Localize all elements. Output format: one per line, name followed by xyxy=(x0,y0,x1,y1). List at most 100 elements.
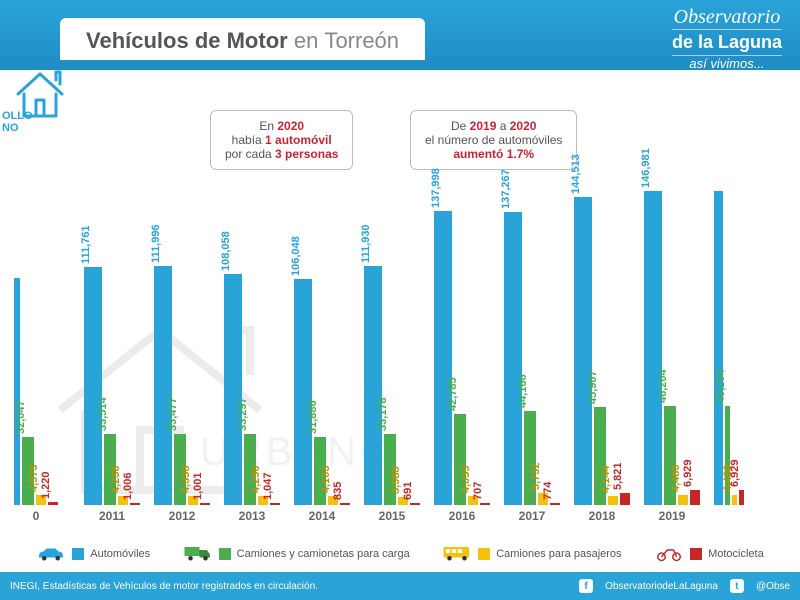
bar-label: 44,166 xyxy=(517,374,529,411)
bar-label: 106,048 xyxy=(290,236,302,279)
bar-label: 691 xyxy=(402,482,414,503)
bar-label: 144,513 xyxy=(570,154,582,197)
year-group: 108,05833,2974,2961,0472013 xyxy=(224,274,280,505)
year-label: 2019 xyxy=(644,509,700,523)
bar-auto xyxy=(14,278,20,505)
year-label: 2018 xyxy=(574,509,630,523)
legend-item: Camiones para pasajeros xyxy=(442,544,621,564)
bar-label: 108,058 xyxy=(220,232,232,275)
twitter-icon: t xyxy=(730,579,744,593)
bar-moto: 691 xyxy=(410,503,420,505)
bar-label: 1,006 xyxy=(122,472,134,503)
brand-line2: de la Laguna xyxy=(672,29,782,56)
legend-label: Motocicleta xyxy=(708,548,764,560)
year-group: 111,99633,4774,3381,0012012 xyxy=(154,266,210,505)
bar-label: 4,296 xyxy=(250,465,262,496)
bar-label: 31,886 xyxy=(307,400,319,437)
year-group: 137,26744,1665,7327742017 xyxy=(504,212,560,505)
footer-bar: INEGI, Estadísticas de Vehículos de moto… xyxy=(0,572,800,600)
bar-label: 4,035 xyxy=(460,466,472,497)
bar-label: 111,930 xyxy=(360,225,372,267)
year-group: 111,93033,1783,9886912015 xyxy=(364,266,420,505)
bar-label: 42,785 xyxy=(447,377,459,414)
truck-icon xyxy=(183,544,213,564)
bar-bus: 4,480 xyxy=(732,495,737,505)
bar-label: 46,204 xyxy=(715,370,727,407)
year-group: 146,98146,2044,4806,9292019 xyxy=(644,191,700,505)
bar-label: 5,732 xyxy=(530,462,542,493)
year-group: 146,98146,2044,4806,929 xyxy=(714,191,744,505)
year-label: 2011 xyxy=(84,509,140,523)
brand-block: Observatorio de la Laguna así vivimos... xyxy=(672,6,782,71)
callout-1: En 2020había 1 automóvilpor cada 3 perso… xyxy=(210,110,353,170)
bar-auto: 108,058 xyxy=(224,274,242,505)
bar-label: 4,236 xyxy=(110,465,122,496)
title-bold: Vehículos de Motor xyxy=(86,28,288,53)
bar-label: 774 xyxy=(542,482,554,503)
footer-tw: @Obse xyxy=(756,581,790,592)
bar-label: 1,220 xyxy=(40,472,52,503)
bar-label: 33,178 xyxy=(377,398,389,435)
title-box: Vehículos de Motor en Torreón xyxy=(60,18,425,60)
bar-label: 707 xyxy=(472,482,484,503)
bar-auto: 137,267 xyxy=(504,212,522,505)
title-city: Torreón xyxy=(324,28,399,53)
bar-label: 1,047 xyxy=(262,472,274,503)
bar-moto: 774 xyxy=(550,503,560,505)
legend: Automóviles Camiones y camionetas para ca… xyxy=(20,544,780,564)
page-title: Vehículos de Motor en Torreón xyxy=(86,28,399,54)
bar-auto: 111,996 xyxy=(154,266,172,505)
legend-label: Camiones y camionetas para carga xyxy=(237,548,410,560)
bar-moto: 6,929 xyxy=(739,490,744,505)
bar-chart: 32,0474,5731,2200111,76133,5144,2361,006… xyxy=(6,178,794,505)
year-group: 111,76133,5144,2361,0062011 xyxy=(84,267,140,505)
legend-swatch xyxy=(690,548,702,560)
bar-label: 1,001 xyxy=(192,472,204,503)
bar-label: 45,907 xyxy=(587,370,599,407)
bar-label: 46,204 xyxy=(657,370,669,407)
bar-bus: 4,144 xyxy=(608,496,618,505)
bar-auto: 146,981 xyxy=(644,191,662,505)
facebook-icon: f xyxy=(579,579,593,593)
footer-social: f ObservatoriodeLaLaguna t @Obse xyxy=(579,579,790,593)
bar-moto: 1,001 xyxy=(200,503,210,505)
bar-label: 4,144 xyxy=(600,466,612,497)
footer-fb: ObservatoriodeLaLaguna xyxy=(605,581,718,592)
bar-label: 835 xyxy=(332,482,344,503)
bar-label: 33,477 xyxy=(167,397,179,434)
bar-label: 6,929 xyxy=(682,460,694,491)
year-label: 2013 xyxy=(224,509,280,523)
legend-item: Motocicleta xyxy=(654,544,764,564)
year-group: 137,99842,7854,0357072016 xyxy=(434,211,490,505)
bar-label: 5,821 xyxy=(612,462,624,493)
bar-label: 6,929 xyxy=(729,460,741,491)
footer-source: INEGI, Estadísticas de Vehículos de moto… xyxy=(10,581,318,592)
bar-label: 146,981 xyxy=(640,149,652,192)
bar-auto: 146,981 xyxy=(714,191,723,505)
bar-bus: 4,480 xyxy=(678,495,688,505)
brand-line1: Observatorio xyxy=(672,6,782,29)
bar-label: 33,297 xyxy=(237,397,249,434)
year-label: 2015 xyxy=(364,509,420,523)
legend-label: Camiones para pasajeros xyxy=(496,548,621,560)
bar-moto: 5,821 xyxy=(620,493,630,505)
bar-moto: 835 xyxy=(340,503,350,505)
year-group: 144,51345,9074,1445,8212018 xyxy=(574,197,630,505)
legend-item: Automóviles xyxy=(36,544,150,564)
bar-auto: 144,513 xyxy=(574,197,592,505)
bar-label: 4,103 xyxy=(320,466,332,497)
year-label: 2012 xyxy=(154,509,210,523)
year-label: 2017 xyxy=(504,509,560,523)
year-group: 32,0474,5731,2200 xyxy=(14,278,58,505)
bar-label: 33,514 xyxy=(97,397,109,434)
legend-label: Automóviles xyxy=(90,548,150,560)
moto-icon xyxy=(654,544,684,564)
bar-label: 3,988 xyxy=(390,466,402,497)
bar-moto: 1,047 xyxy=(270,503,280,505)
bar-moto: 1,220 xyxy=(48,502,58,505)
bar-label: 137,267 xyxy=(500,169,512,212)
bar-label: 4,338 xyxy=(180,465,192,496)
title-prefix: en xyxy=(294,28,318,53)
year-label: 2016 xyxy=(434,509,490,523)
callout-2: De 2019 a 2020el número de automóvilesau… xyxy=(410,110,577,170)
